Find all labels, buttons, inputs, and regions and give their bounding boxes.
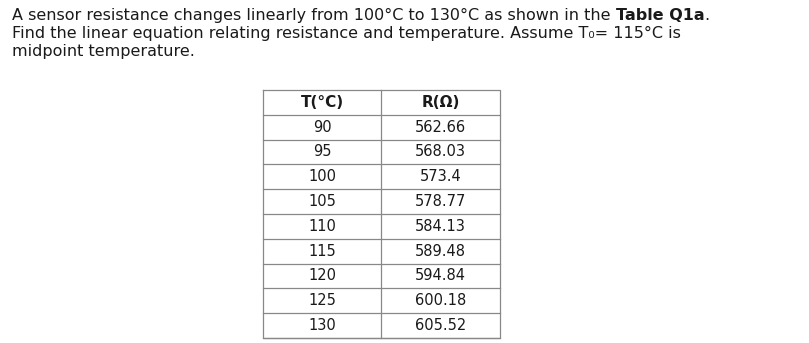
Text: 573.4: 573.4 [420,169,461,184]
Text: Find the linear equation relating resistance and temperature. Assume T₀= 115°C i: Find the linear equation relating resist… [12,26,681,41]
Text: 130: 130 [308,318,336,333]
Text: 605.52: 605.52 [415,318,466,333]
Text: 115: 115 [308,244,336,259]
Text: 90: 90 [313,120,332,135]
Text: 589.48: 589.48 [415,244,466,259]
Text: 120: 120 [308,269,336,284]
Text: 100: 100 [308,169,336,184]
Text: A sensor resistance changes linearly from 100°C to 130°C as shown in the: A sensor resistance changes linearly fro… [12,8,616,23]
Text: 600.18: 600.18 [415,293,466,308]
Text: 594.84: 594.84 [415,269,466,284]
Text: R(Ω): R(Ω) [421,95,460,110]
Text: Table Q1a: Table Q1a [616,8,705,23]
Text: .: . [705,8,709,23]
Text: 578.77: 578.77 [415,194,466,209]
Text: 105: 105 [308,194,336,209]
Text: midpoint temperature.: midpoint temperature. [12,44,195,59]
Text: 568.03: 568.03 [415,144,466,159]
Text: 562.66: 562.66 [415,120,466,135]
Text: 110: 110 [308,219,336,234]
Text: T(°C): T(°C) [300,95,344,110]
Text: 125: 125 [308,293,336,308]
Text: 584.13: 584.13 [415,219,466,234]
Text: 95: 95 [313,144,331,159]
